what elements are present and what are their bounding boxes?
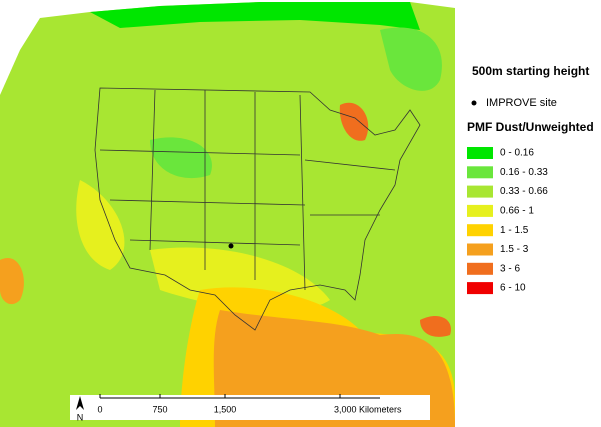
state-boundaries <box>99 89 396 291</box>
scale-label: 0 <box>97 404 102 414</box>
scale-label: 1,500 <box>214 404 237 414</box>
legend-label: 0.66 - 1 <box>500 206 534 217</box>
legend-swatch <box>467 282 493 295</box>
map: N 0 750 1,500 3,000 Kilometers <box>0 2 455 427</box>
green-zone <box>380 27 442 91</box>
title: 500m starting height <box>472 64 589 78</box>
north-arrow <box>76 396 84 410</box>
green-zone <box>150 137 212 179</box>
legend-swatch <box>467 224 493 237</box>
legend-swatch <box>467 262 493 275</box>
legend-label: 1 - 1.5 <box>500 225 529 236</box>
legend-swatch <box>467 243 493 256</box>
site-legend-symbol <box>471 100 477 106</box>
legend: 0 - 0.16 0.16 - 0.33 0.33 - 0.66 0.66 - 1 1 … <box>467 147 548 295</box>
site-legend-label: IMPROVE site <box>486 97 557 109</box>
legend-title: PMF Dust/Unweighted <box>467 120 594 134</box>
improve-site <box>228 243 234 249</box>
legend-label: 0.16 - 0.33 <box>500 167 548 178</box>
legend-swatch <box>467 185 493 198</box>
north-label: N <box>77 412 84 422</box>
scale-box <box>70 395 430 420</box>
legend-label: 3 - 6 <box>500 263 520 274</box>
scale-label: 750 <box>152 404 167 414</box>
us-outline <box>94 87 421 331</box>
legend-label: 1.5 - 3 <box>500 244 529 255</box>
red-zone <box>339 102 369 141</box>
scale-label: 3,000 Kilometers <box>334 404 402 414</box>
yellow-zone <box>76 180 125 270</box>
legend-swatch <box>467 166 493 179</box>
orange-zone <box>0 258 24 305</box>
legend-swatch <box>467 147 493 159</box>
legend-label: 0 - 0.16 <box>500 148 534 159</box>
legend-swatch <box>467 204 493 217</box>
legend-label: 6 - 10 <box>500 283 526 294</box>
green-zone <box>90 2 420 30</box>
red-zone <box>420 315 451 337</box>
legend-label: 0.33 - 0.66 <box>500 186 548 197</box>
scale-bar <box>99 394 380 399</box>
